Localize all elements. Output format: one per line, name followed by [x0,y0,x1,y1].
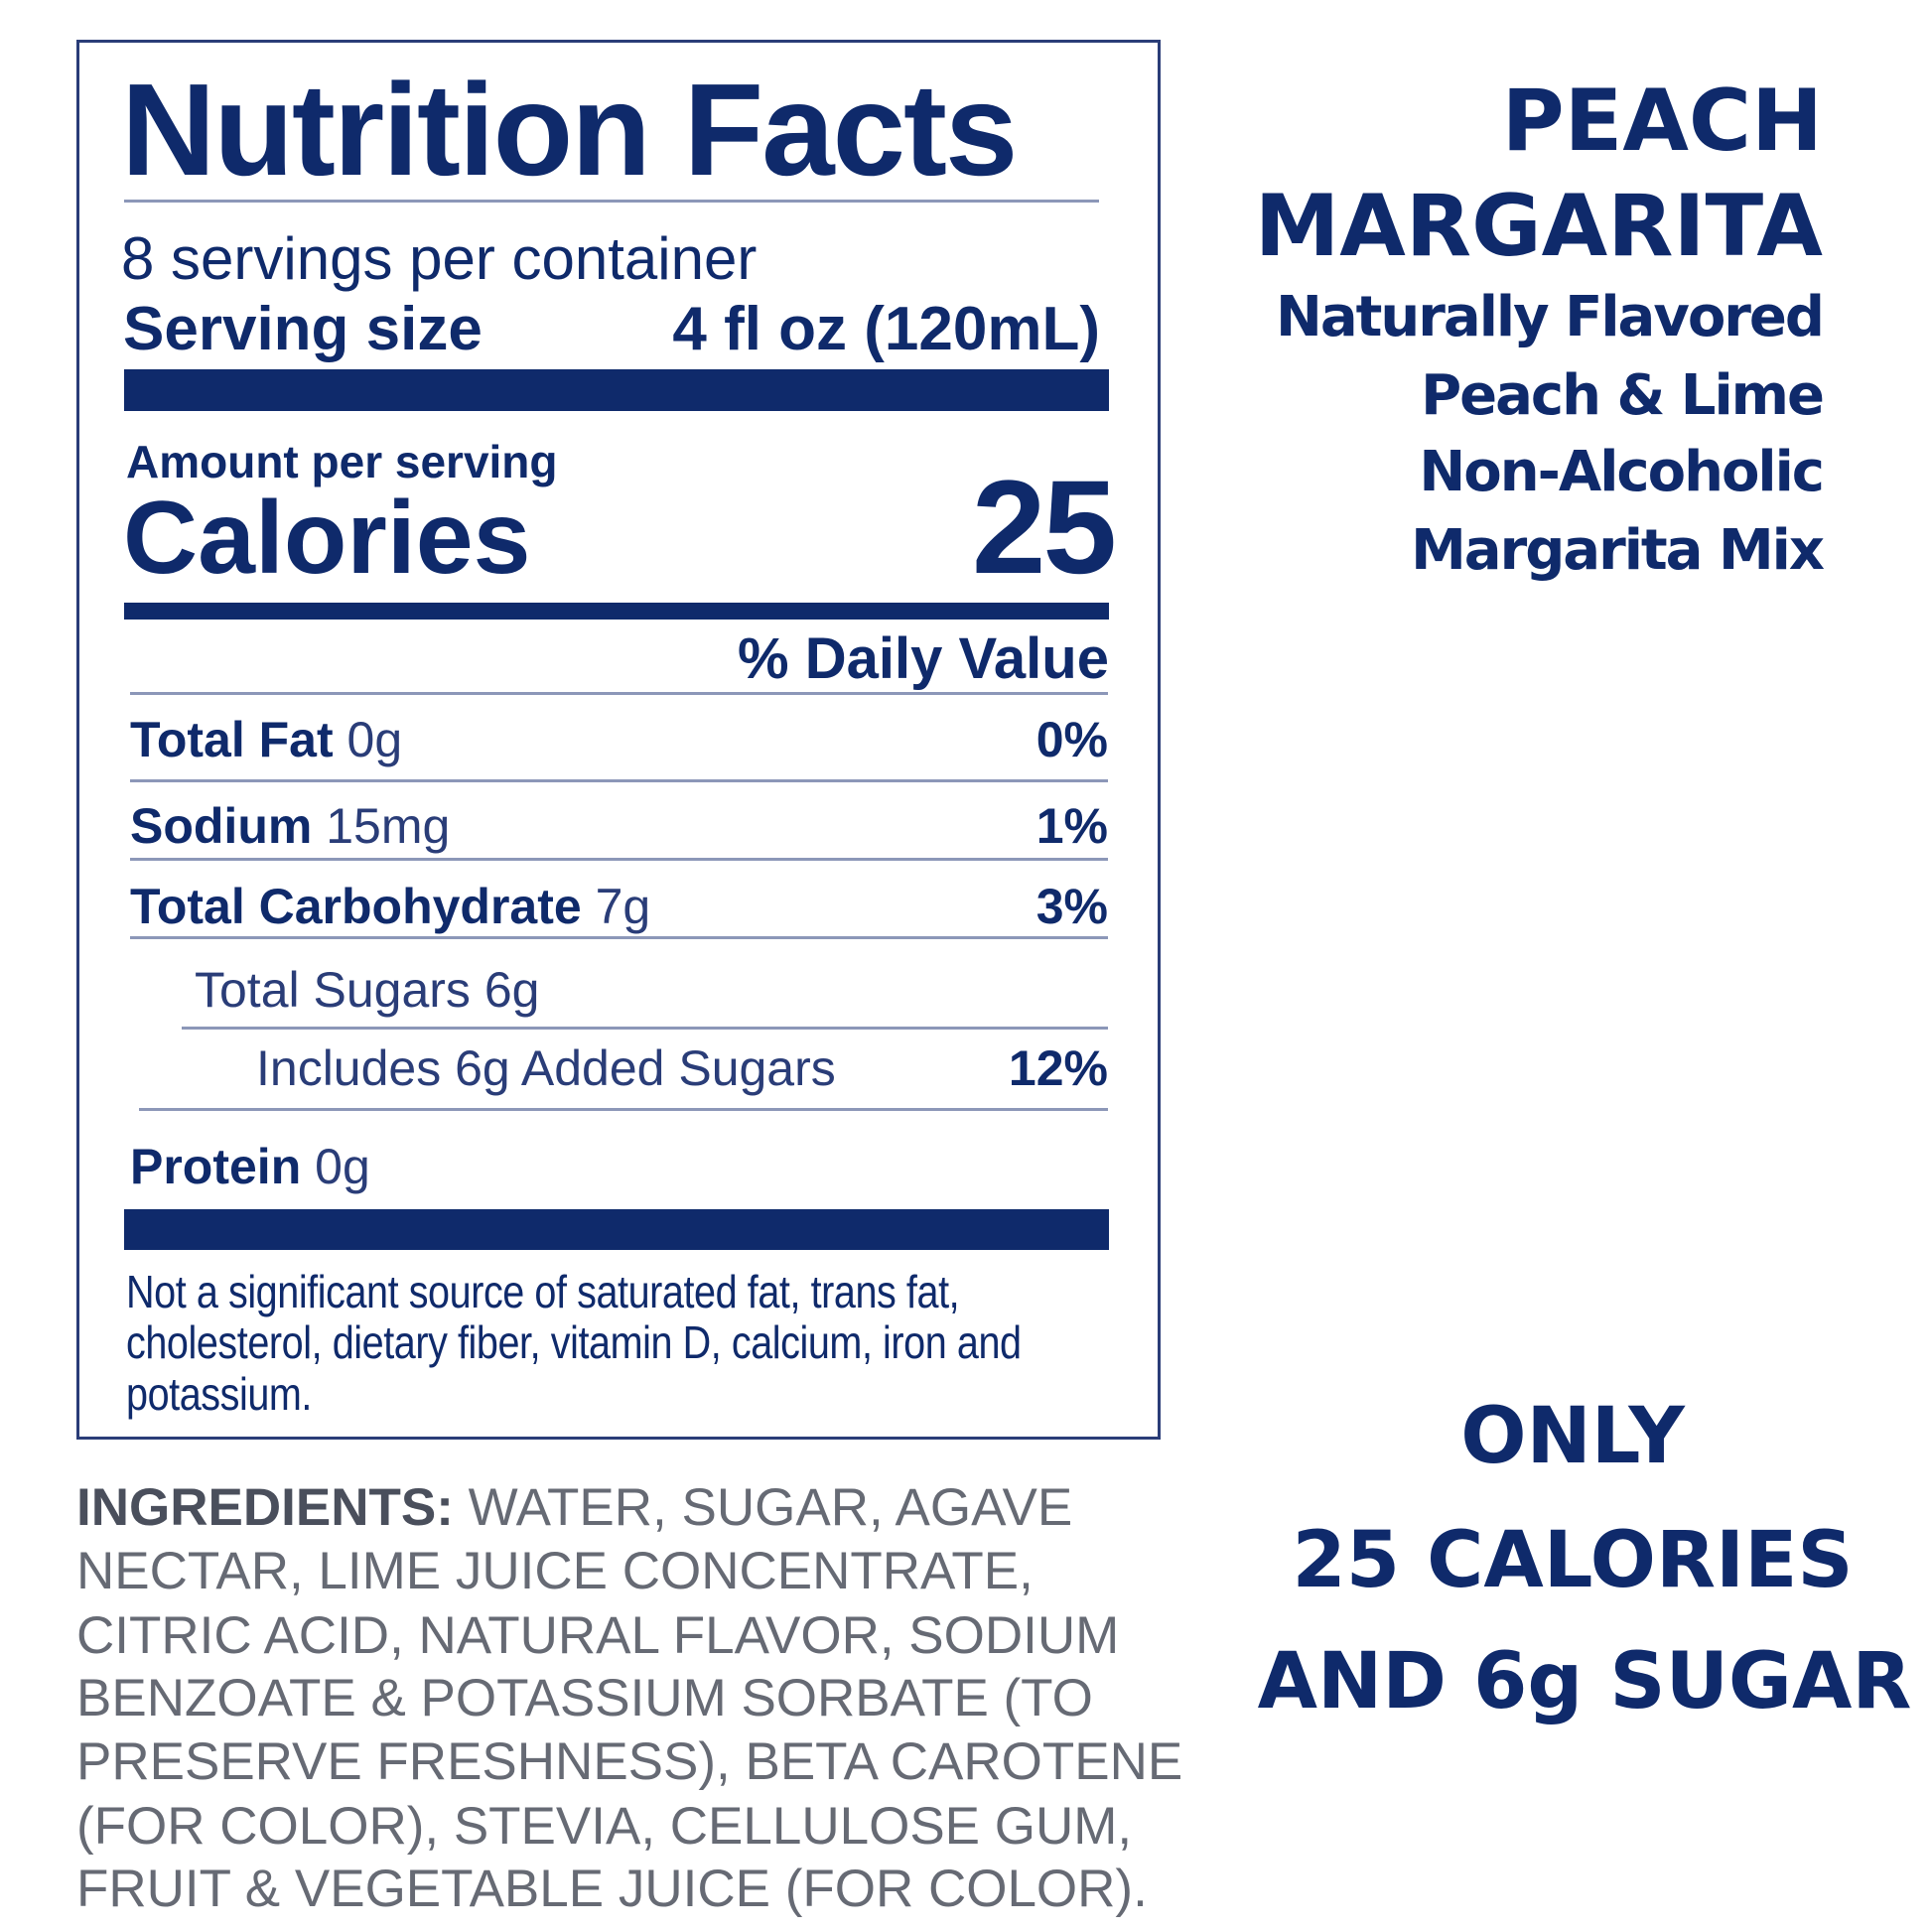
divider [130,692,1108,695]
nutrient-amount: 7g [595,879,651,934]
nutrient-dv: 3% [1035,879,1108,934]
callout-line: ONLY [1460,1392,1685,1481]
calories-value: 25 [971,454,1117,602]
nutrient-name: Protein [130,1139,302,1194]
nutrient-name: Sodium [130,798,313,854]
ingredients-text: WATER, SUGAR, AGAVE [453,1478,1073,1537]
thick-divider [124,1209,1109,1250]
divider [182,1027,1108,1030]
divider [124,200,1099,203]
ingredients-line: INGREDIENTS: WATER, SUGAR, AGAVE [76,1481,1072,1534]
product-description-line: Non-Alcoholic [1419,440,1825,504]
nutrient-row-total-fat: Total Fat 0g 0% [130,715,1108,764]
amount-per-serving: Amount per serving [126,436,558,487]
nutrition-facts-title: Nutrition Facts [121,57,1018,203]
nutrient-row-total-sugars: Total Sugars 6g [195,965,1108,1015]
serving-size-value: 4 fl oz (120mL) [672,295,1100,363]
daily-value-header: % Daily Value [738,626,1109,691]
nutrient-dv: 1% [1035,798,1108,854]
nutrient-amount: 15mg [326,798,451,854]
nutrient-row-sodium: Sodium 15mg 1% [130,801,1108,851]
divider [130,936,1108,939]
ingredients-heading: INGREDIENTS: [76,1478,454,1537]
product-description-line: Margarita Mix [1411,518,1825,583]
thick-divider [124,369,1109,411]
callout-line: 25 CALORIES [1292,1516,1854,1605]
servings-per-container: 8 servings per container [121,225,758,292]
divider [130,779,1108,782]
divider [139,1108,1108,1111]
nutrient-row-total-carbohydrate: Total Carbohydrate 7g 3% [130,882,1108,931]
product-name-line2: MARGARITA [1254,177,1823,276]
ingredients-line: NECTAR, LIME JUICE CONCENTRATE, [76,1542,1034,1600]
nutrient-name: Total Fat [130,712,334,767]
nutrient-amount: 0g [346,712,403,767]
divider [130,858,1108,861]
ingredients-line: CITRIC ACID, NATURAL FLAVOR, SODIUM [76,1606,1120,1665]
ingredients-line: (FOR COLOR), STEVIA, CELLULOSE GUM, [76,1797,1133,1856]
footnote-line: Not a significant source of saturated fa… [126,1266,960,1317]
ingredients-line: BENZOATE & POTASSIUM SORBATE (TO [76,1669,1093,1727]
nutrient-row-added-sugars: Includes 6g Added Sugars 12% [256,1043,1108,1093]
ingredients-line: FRUIT & VEGETABLE JUICE (FOR COLOR). [76,1860,1148,1918]
nutrient-row-protein: Protein 0g [130,1142,1108,1191]
nutrient-dv: 12% [1008,1040,1108,1096]
nutrient-name: Total Carbohydrate [130,879,582,934]
ingredients-line: PRESERVE FRESHNESS), BETA CAROTENE [76,1732,1183,1791]
nutrient-name: Total Sugars 6g [195,962,540,1018]
serving-size-label: Serving size [123,295,483,363]
product-description-line: Peach & Lime [1421,363,1825,428]
footnote-line: cholesterol, dietary fiber, vitamin D, c… [126,1316,1022,1368]
nutrition-facts-panel [76,40,1161,1440]
callout-line: AND 6g SUGAR [1257,1637,1912,1726]
thick-divider [124,603,1109,620]
nutrient-dv: 0% [1035,712,1108,767]
nutrient-amount: 0g [315,1139,370,1194]
product-description-line: Naturally Flavored [1276,285,1825,349]
nutrient-name: Includes 6g Added Sugars [256,1040,836,1096]
footnote-line: potassium. [126,1368,312,1420]
product-name-line1: PEACH [1501,71,1823,171]
calories-label: Calories [123,481,531,596]
